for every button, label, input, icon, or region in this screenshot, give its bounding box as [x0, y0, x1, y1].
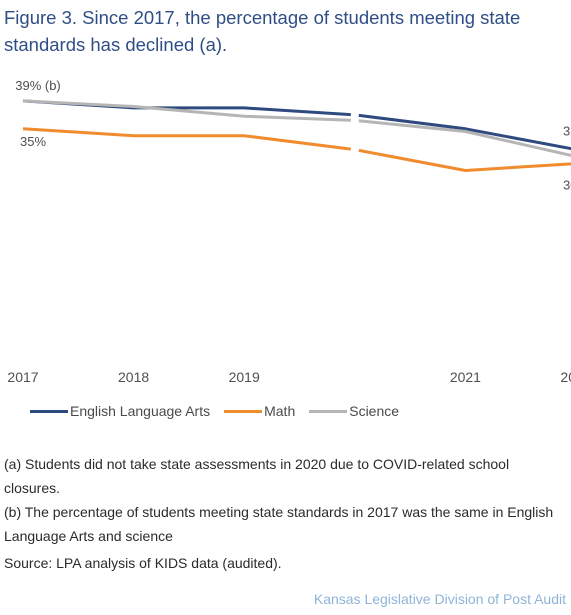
x-tick-2017: 2017: [7, 369, 38, 385]
series-line-math-2: [358, 148, 571, 172]
legend-label-math: Math: [264, 403, 296, 419]
note-a: (a) Students did not take state assessme…: [4, 456, 510, 496]
data-label-english-language-arts-2017: 39% (b): [15, 78, 61, 93]
line-chart: 39% (b)35%32%31%30% 20172018201920212022: [7, 78, 571, 385]
legend-item-science: Science: [309, 403, 399, 419]
data-label-english-language-arts-2022: 32%: [563, 124, 571, 139]
series-layer: [22, 99, 571, 172]
source-note: Source: LPA analysis of KIDS data (audit…: [4, 555, 282, 571]
x-tick-2018: 2018: [118, 369, 149, 385]
data-label-layer: 39% (b)35%32%31%30%: [15, 78, 571, 193]
x-axis-ticks: 2017 2018 2019 2021 2022: [7, 369, 571, 385]
legend-swatch-english-language-arts: [30, 409, 68, 413]
data-label-math-2017: 35%: [20, 134, 46, 149]
series-line-science-1: [22, 99, 351, 122]
chart-title: Figure 3. Since 2017, the percentage of …: [4, 7, 521, 55]
legend-item-english-language-arts: English Language Arts: [30, 403, 210, 419]
chart-legend: English Language Arts Math Science: [30, 401, 413, 421]
x-tick-2022: 2022: [560, 369, 571, 385]
series-line-science-2: [358, 119, 571, 157]
legend-label-english-language-arts: English Language Arts: [70, 403, 211, 419]
chart-notes: (a) Students did not take state assessme…: [4, 452, 564, 575]
series-line-math-1: [22, 127, 351, 151]
legend-label-science: Science: [349, 403, 400, 419]
x-tick-2021: 2021: [450, 369, 481, 385]
series-line-english-language-arts-2: [358, 113, 571, 151]
x-tick-2019: 2019: [229, 369, 260, 385]
footer-credit: Kansas Legislative Division of Post Audi…: [313, 591, 566, 607]
note-b: (b) The percentage of students meeting s…: [4, 504, 554, 544]
legend-swatch-math: [224, 409, 263, 413]
legend-swatch-science: [309, 409, 348, 413]
data-label-math-2022: 30%: [563, 178, 571, 193]
legend-item-math: Math: [224, 403, 295, 419]
